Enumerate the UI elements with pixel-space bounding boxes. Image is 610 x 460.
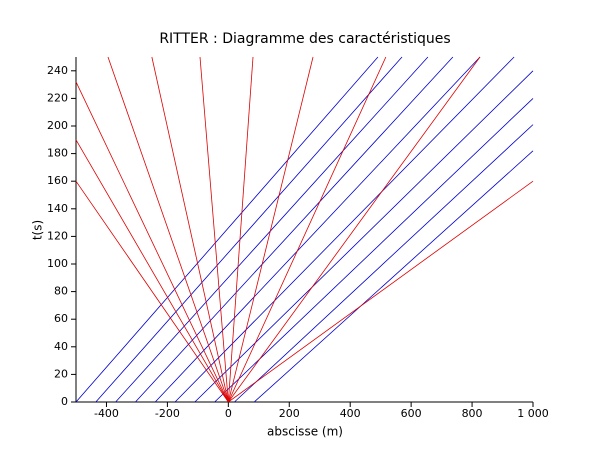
series-line — [214, 98, 534, 403]
y-tick-label: 140 — [47, 202, 68, 215]
y-tick-label: 80 — [54, 285, 68, 298]
y-tick-label: 0 — [61, 395, 68, 408]
y-tick-label: 220 — [47, 91, 68, 104]
x-tick-label: 1 000 — [517, 407, 549, 420]
y-tick-label: 160 — [47, 174, 68, 187]
y-axis-label: t(s) — [31, 220, 45, 240]
series-line — [151, 56, 229, 403]
x-tick-label: 800 — [462, 407, 483, 420]
x-tick-label: -400 — [94, 407, 119, 420]
y-tick-label: 200 — [47, 119, 68, 132]
series-line — [135, 56, 454, 403]
series-line — [75, 56, 379, 403]
x-tick-label: 600 — [401, 407, 422, 420]
series-line — [227, 56, 314, 403]
y-tick-label: 60 — [54, 312, 68, 325]
series-line — [107, 56, 229, 403]
series-line — [199, 56, 229, 403]
chart-title: RITTER : Diagramme des caractéristiques — [159, 31, 450, 47]
series-line — [227, 56, 254, 403]
series-line — [115, 56, 429, 403]
y-tick-label: 40 — [54, 340, 68, 353]
series-line — [95, 56, 403, 403]
y-tick-label: 120 — [47, 229, 68, 242]
series-line — [227, 56, 387, 403]
series-line — [253, 150, 534, 403]
series-line — [154, 56, 481, 403]
y-tick-label: 20 — [54, 367, 68, 380]
x-tick-label: 400 — [340, 407, 361, 420]
series-line — [75, 139, 229, 403]
y-tick-label: 100 — [47, 257, 68, 270]
y-tick-label: 180 — [47, 147, 68, 160]
series-line — [75, 180, 229, 403]
x-tick-label: 0 — [225, 407, 232, 420]
series-line — [228, 56, 481, 403]
series-line — [234, 124, 534, 403]
x-tick-label: -200 — [155, 407, 180, 420]
series-line — [194, 70, 534, 403]
series-line — [75, 81, 229, 403]
x-tick-label: 200 — [279, 407, 300, 420]
series-line — [174, 56, 515, 403]
series-line — [228, 180, 534, 403]
y-tick-label: 240 — [47, 64, 68, 77]
x-axis-label: abscisse (m) — [267, 425, 343, 439]
